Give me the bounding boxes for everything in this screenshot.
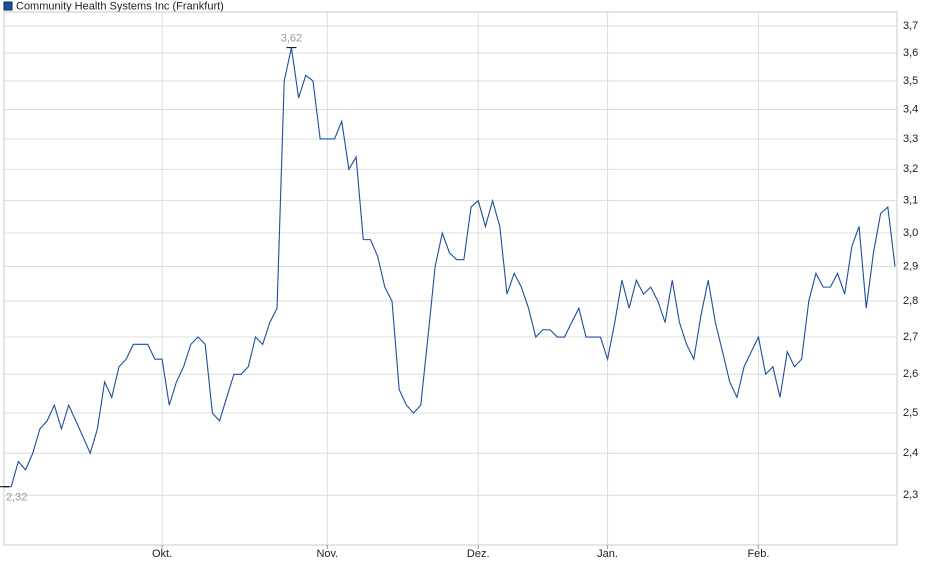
y-tick-label: 3,2 [903,163,918,175]
annotation-label: 2,32 [6,492,27,504]
y-tick-label: 3,5 [903,75,918,87]
y-tick-label: 2,4 [903,447,918,459]
x-tick-label: Okt. [152,548,172,560]
y-tick-label: 3,3 [903,133,918,145]
x-tick-label: Nov. [316,548,338,560]
y-tick-label: 3,1 [903,195,918,207]
x-tick-label: Dez. [467,548,490,560]
x-tick-label: Feb. [747,548,769,560]
legend-label: Community Health Systems Inc (Frankfurt) [16,0,224,12]
y-tick-label: 2,9 [903,260,918,272]
y-tick-label: 2,6 [903,368,918,380]
y-tick-label: 2,5 [903,407,918,419]
price-line [4,47,896,488]
legend-swatch [3,1,13,11]
y-tick-label: 2,8 [903,295,918,307]
y-tick-label: 3,6 [903,47,918,59]
x-tick-label: Jan. [597,548,618,560]
y-tick-label: 2,3 [903,489,918,501]
annotation-label: 3,62 [281,33,302,45]
y-tick-label: 3,0 [903,227,918,239]
y-tick-label: 3,4 [903,103,918,115]
y-tick-label: 3,7 [903,20,918,32]
y-tick-label: 2,7 [903,331,918,343]
plot-area [3,11,898,546]
